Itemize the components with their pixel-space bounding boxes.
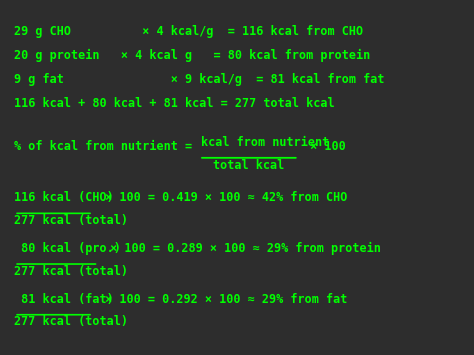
Text: 81 kcal (fat): 81 kcal (fat)	[14, 293, 114, 306]
Text: 116 kcal + 80 kcal + 81 kcal = 277 total kcal: 116 kcal + 80 kcal + 81 kcal = 277 total…	[14, 97, 335, 110]
Text: total kcal: total kcal	[213, 159, 284, 171]
Text: % of kcal from nutrient =: % of kcal from nutrient =	[14, 140, 200, 153]
Text: × 100 = 0.292 × 100 ≈ 29% from fat: × 100 = 0.292 × 100 ≈ 29% from fat	[98, 293, 347, 306]
Text: × 100: × 100	[303, 140, 346, 153]
Text: 9 g fat               × 9 kcal/g  = 81 kcal from fat: 9 g fat × 9 kcal/g = 81 kcal from fat	[14, 73, 385, 86]
Text: 277 kcal (total): 277 kcal (total)	[14, 316, 128, 328]
Text: 116 kcal (CHO): 116 kcal (CHO)	[14, 191, 114, 204]
Text: × 100 = 0.419 × 100 ≈ 42% from CHO: × 100 = 0.419 × 100 ≈ 42% from CHO	[98, 191, 347, 204]
Text: 277 kcal (total): 277 kcal (total)	[14, 214, 128, 227]
Text: 20 g protein   × 4 kcal g   = 80 kcal from protein: 20 g protein × 4 kcal g = 80 kcal from p…	[14, 49, 371, 62]
Text: kcal from nutrient: kcal from nutrient	[201, 136, 330, 149]
Text: 277 kcal (total): 277 kcal (total)	[14, 265, 128, 278]
Text: 29 g CHO          × 4 kcal/g  = 116 kcal from CHO: 29 g CHO × 4 kcal/g = 116 kcal from CHO	[14, 25, 364, 38]
Text: 80 kcal (pro.): 80 kcal (pro.)	[14, 242, 121, 255]
Text: × 100 = 0.289 × 100 ≈ 29% from protein: × 100 = 0.289 × 100 ≈ 29% from protein	[103, 242, 381, 255]
